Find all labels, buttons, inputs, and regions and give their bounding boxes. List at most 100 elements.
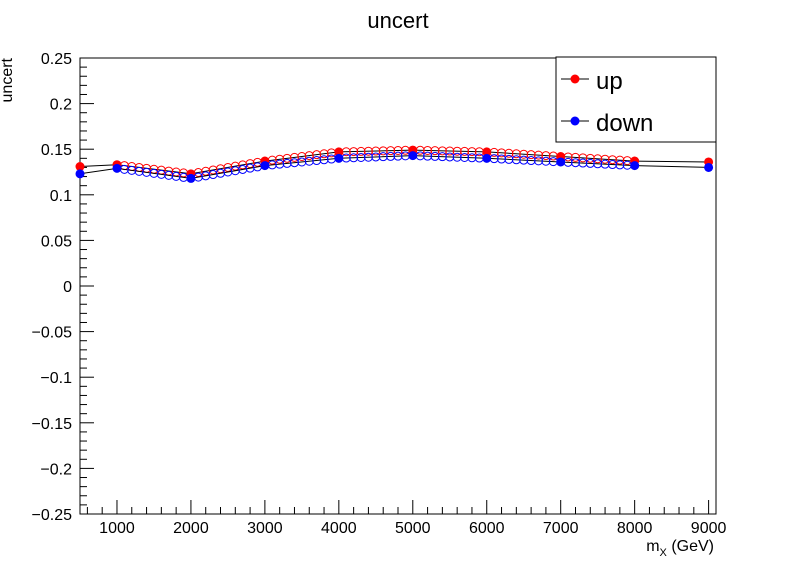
open-marker-down — [497, 154, 507, 164]
open-marker-down — [600, 159, 610, 169]
legend-marker-down — [570, 116, 580, 126]
y-tick-label: 0.2 — [50, 97, 72, 114]
open-marker-up — [356, 146, 366, 156]
open-marker-up — [585, 153, 595, 163]
legend-label-up: up — [596, 68, 623, 95]
open-marker-down — [593, 159, 603, 169]
x-tick-label: 1000 — [99, 520, 135, 537]
open-marker-down — [585, 158, 595, 168]
open-marker-down — [615, 160, 625, 170]
open-marker-down — [297, 157, 307, 167]
x-axis-label-main: m — [646, 538, 659, 555]
y-tick-label: −0.05 — [32, 325, 73, 342]
y-tick-label: −0.2 — [40, 461, 72, 478]
open-marker-up — [593, 154, 603, 164]
open-marker-up — [349, 147, 359, 157]
open-marker-down — [423, 151, 433, 161]
open-marker-up — [282, 153, 292, 163]
open-marker-up — [304, 151, 314, 161]
x-tick-label: 9000 — [691, 520, 727, 537]
open-marker-down — [171, 171, 181, 181]
y-tick-label: −0.25 — [32, 507, 73, 524]
x-tick-label: 4000 — [321, 520, 357, 537]
open-marker-down — [371, 152, 381, 162]
y-axis-label: uncert — [0, 57, 16, 102]
open-marker-down — [282, 158, 292, 168]
open-marker-down — [504, 154, 514, 164]
open-marker-down — [275, 159, 285, 169]
open-marker-up — [445, 146, 455, 156]
open-marker-up — [607, 155, 617, 165]
y-tick-label: 0.1 — [50, 188, 72, 205]
open-marker-down — [356, 152, 366, 162]
open-marker-up — [460, 146, 470, 156]
open-marker-down — [445, 152, 455, 162]
open-marker-up — [393, 145, 403, 155]
open-marker-up — [600, 154, 610, 164]
open-marker-down — [460, 152, 470, 162]
x-tick-label: 6000 — [469, 520, 505, 537]
open-marker-down — [363, 152, 373, 162]
filled-marker-down — [556, 157, 566, 167]
filled-marker-down — [704, 162, 714, 172]
y-tick-label: 0.15 — [41, 142, 72, 159]
filled-marker-down — [630, 161, 640, 171]
open-marker-up — [497, 148, 507, 158]
open-marker-down — [430, 151, 440, 161]
open-marker-down — [319, 155, 329, 165]
filled-marker-up — [482, 147, 492, 157]
open-marker-up — [452, 146, 462, 156]
open-marker-down — [349, 153, 359, 163]
open-marker-down — [378, 152, 388, 162]
open-marker-down — [386, 151, 396, 161]
series-line-down — [79, 155, 709, 179]
filled-marker-up — [75, 162, 85, 172]
open-marker-down — [541, 156, 551, 166]
x-axis-label-subscript: X — [660, 547, 668, 559]
y-tick-label: −0.15 — [32, 416, 73, 433]
legend: up down — [555, 56, 717, 143]
open-marker-up — [504, 148, 514, 158]
filled-marker-down — [186, 173, 196, 183]
y-axis: −0.25 −0.2 −0.15 −0.1 −0.05 0 0.05 0.1 0.15 0.2 0.… — [32, 51, 94, 524]
open-marker-up — [570, 152, 580, 162]
open-marker-down — [134, 166, 144, 176]
open-marker-down — [570, 158, 580, 168]
open-marker-up — [289, 152, 299, 162]
open-marker-down — [164, 170, 174, 180]
x-tick-label: 8000 — [617, 520, 653, 537]
open-marker-down — [607, 160, 617, 170]
filled-marker-down — [112, 163, 122, 173]
legend-label-down: down — [596, 110, 653, 137]
y-tick-label: 0 — [63, 279, 72, 296]
open-marker-down — [127, 165, 137, 175]
open-marker-up — [534, 150, 544, 160]
filled-marker-down — [75, 169, 85, 179]
open-marker-down — [519, 155, 529, 165]
open-marker-up — [467, 147, 477, 157]
x-axis-label: mX (GeV) — [646, 538, 714, 559]
open-marker-up — [511, 149, 521, 159]
open-marker-up — [275, 154, 285, 164]
open-marker-up — [615, 155, 625, 165]
x-tick-label: 7000 — [543, 520, 579, 537]
filled-marker-up — [334, 147, 344, 157]
legend-box — [555, 56, 717, 143]
open-marker-down — [578, 158, 588, 168]
open-marker-down — [511, 155, 521, 165]
open-marker-up — [519, 149, 529, 159]
open-marker-down — [289, 158, 299, 168]
y-tick-label: 0.25 — [41, 51, 72, 68]
filled-marker-down — [260, 161, 270, 171]
open-marker-down — [304, 156, 314, 166]
open-marker-down — [526, 156, 536, 166]
filled-marker-down — [334, 153, 344, 163]
open-marker-up — [312, 150, 322, 160]
x-tick-label: 3000 — [247, 520, 283, 537]
chart-title: uncert — [367, 8, 428, 33]
open-marker-down — [534, 156, 544, 166]
open-marker-down — [452, 152, 462, 162]
open-marker-up — [578, 153, 588, 163]
